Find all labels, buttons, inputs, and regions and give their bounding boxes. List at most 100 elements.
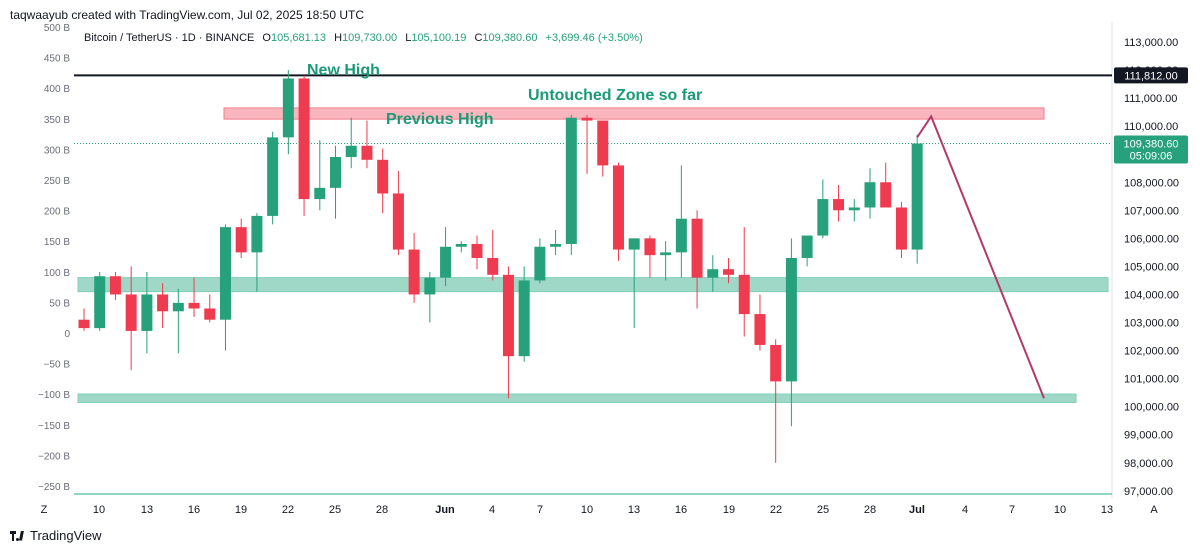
candle-body	[628, 238, 640, 250]
legend-open-value: 105,681.13	[271, 32, 326, 44]
volume-tick-label: 450 B	[44, 54, 70, 65]
tradingview-brand: TradingView	[30, 528, 102, 543]
candle-body	[691, 218, 703, 278]
time-tick-label: 4	[489, 504, 495, 516]
volume-axis: 500 B 450 B 400 B 350 B 300 B 250 B 200 B 150 B…	[38, 23, 70, 493]
volume-tick-label: −50 B	[44, 360, 71, 371]
candle-body	[660, 252, 672, 256]
plot-area[interactable]	[74, 22, 1112, 496]
candle-body	[518, 280, 530, 357]
candle-body	[330, 157, 342, 188]
time-tick-label: 13	[628, 504, 640, 516]
price-tick-label: 99,000.00	[1124, 430, 1173, 442]
candle-body	[644, 238, 656, 256]
candles-layer	[78, 70, 923, 463]
legend-low-value: 105,100.19	[411, 32, 466, 44]
time-tick-label: 25	[329, 504, 341, 516]
legend-change: +3,699.46 (+3.50%)	[546, 32, 643, 44]
zone-untouched	[223, 107, 1045, 120]
time-tick-label: A	[1150, 504, 1158, 516]
time-tick-label: Jul	[909, 504, 925, 516]
zone-support-lower	[77, 393, 1077, 403]
candle-body	[723, 269, 735, 275]
legend-high-label: H	[334, 32, 342, 44]
candle-body	[172, 302, 184, 312]
resistance-price-text: 111,812.00	[1124, 70, 1177, 82]
candle-body	[94, 276, 106, 329]
price-tick-label: 106,000.00	[1124, 233, 1179, 245]
candle-body	[534, 246, 546, 281]
candle-body	[361, 145, 373, 160]
candle-body	[864, 182, 876, 208]
time-tick-label: 4	[962, 504, 968, 516]
candle-body	[785, 257, 797, 382]
legend: Bitcoin / TetherUS · 1D · BINANCE O105,6…	[84, 32, 643, 44]
price-tick-label: 108,000.00	[1124, 177, 1179, 189]
candle-body	[754, 314, 766, 345]
candle-body	[392, 193, 404, 250]
candle-body	[738, 274, 750, 315]
legend-close-label: C	[474, 32, 482, 44]
price-tick-label: 104,000.00	[1124, 289, 1179, 301]
time-tick-label: 22	[770, 504, 782, 516]
candle-body	[267, 137, 279, 216]
candle-body	[141, 294, 153, 331]
volume-tick-label: 250 B	[44, 176, 70, 187]
price-tick-label: 107,000.00	[1124, 205, 1179, 217]
time-tick-label: 10	[581, 504, 593, 516]
candle-body	[675, 218, 687, 253]
candle-body	[314, 187, 326, 200]
legend-open-label: O	[262, 32, 271, 44]
candle-body	[848, 207, 860, 211]
price-axis[interactable]: 113,000.00112,000.00111,000.00110,000.00…	[1124, 37, 1179, 498]
price-tick-label: 110,000.00	[1124, 121, 1178, 133]
candle-body	[565, 117, 577, 244]
volume-tick-label: −150 B	[38, 421, 70, 432]
volume-tick-label: 0	[64, 329, 70, 340]
price-tick-label: 105,000.00	[1124, 261, 1179, 273]
tradingview-logo-icon	[10, 530, 24, 541]
time-tick-label: 13	[141, 504, 153, 516]
candle-body	[440, 246, 452, 278]
annotations-layer: New High Untouched Zone so far Previous Hi…	[307, 62, 1045, 399]
candle-body	[833, 199, 845, 211]
time-tick-label: Jun	[435, 504, 455, 516]
time-tick-label: 28	[376, 504, 388, 516]
candle-body	[707, 269, 719, 278]
current-price-tag	[1114, 135, 1188, 164]
legend-high-value: 109,730.00	[342, 32, 397, 44]
candle-body	[801, 235, 813, 258]
candle-body	[188, 302, 200, 309]
legend-close-value: 109,380.60	[482, 32, 537, 44]
candle-body	[298, 78, 310, 200]
legend-low-label: L	[405, 32, 411, 44]
candle-body	[408, 249, 420, 295]
time-tick-label: 13	[1101, 504, 1113, 516]
volume-tick-label: −100 B	[38, 390, 70, 401]
time-tick-label: 28	[864, 504, 876, 516]
time-tick-label: 22	[282, 504, 294, 516]
annotation-label: Previous High	[386, 111, 494, 128]
candle-body	[581, 117, 593, 121]
price-tick-label: 103,000.00	[1124, 318, 1179, 330]
price-tick-label: 97,000.00	[1124, 486, 1173, 498]
time-tick-label: 19	[723, 504, 735, 516]
candle-body	[109, 276, 121, 295]
price-tick-label: 113,000.00	[1124, 37, 1178, 49]
time-tick-label: 7	[537, 504, 543, 516]
candle-body	[817, 199, 829, 236]
time-tick-label: 7	[1009, 504, 1015, 516]
time-axis[interactable]: Z 10 13 16 19 22 25 28 Jun 4 7 10 13 16 19 22 25 28 Jul 4 7 1…	[41, 504, 1159, 516]
candle-body	[424, 277, 436, 295]
volume-tick-label: −200 B	[38, 451, 70, 462]
candle-body	[235, 227, 247, 253]
candle-body	[612, 165, 624, 250]
candle-body	[597, 120, 609, 166]
legend-symbol: Bitcoin / TetherUS · 1D · BINANCE	[84, 32, 254, 44]
candle-body	[911, 143, 923, 250]
candle-body	[880, 182, 892, 208]
candle-body	[78, 319, 90, 329]
tradingview-logo[interactable]: TradingView	[10, 528, 102, 543]
